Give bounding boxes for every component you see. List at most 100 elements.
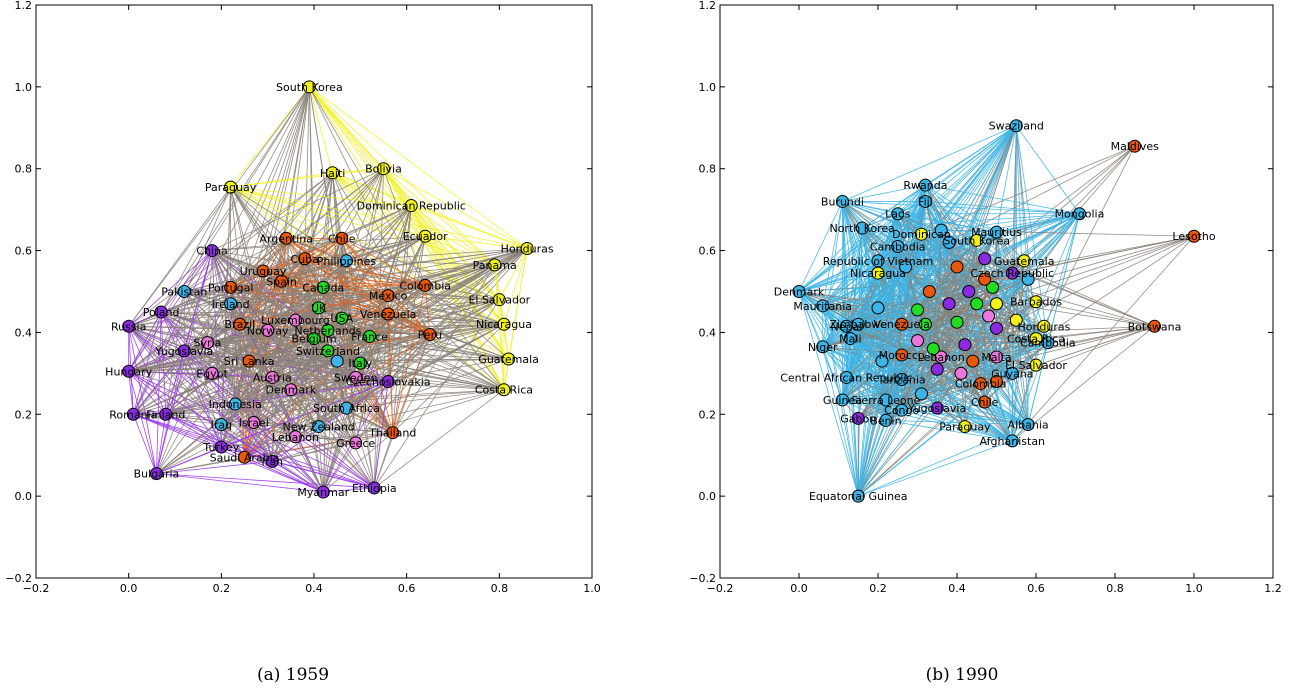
- node: [970, 297, 984, 311]
- edge: [885, 229, 942, 421]
- node: [1005, 266, 1019, 280]
- edge: [850, 338, 1029, 425]
- edge: [960, 325, 1155, 374]
- node: [1009, 119, 1023, 133]
- edge: [862, 227, 898, 247]
- node: [966, 354, 980, 368]
- edge: [917, 291, 930, 341]
- edge: [295, 320, 324, 493]
- edge: [861, 184, 926, 229]
- x-tick-label: 0.0: [790, 582, 808, 595]
- node: [497, 317, 511, 331]
- node-label: Zimbabwe: [829, 318, 887, 331]
- node: [418, 229, 432, 243]
- edge: [960, 279, 986, 374]
- edge: [842, 201, 1080, 215]
- node-label: Dominican: [892, 228, 951, 241]
- edge: [165, 413, 356, 444]
- node-label: Spain: [266, 275, 297, 288]
- edge: [901, 278, 1029, 380]
- edge: [387, 205, 412, 382]
- edge: [318, 307, 505, 325]
- node-label: South Korea: [276, 81, 343, 94]
- edge: [929, 260, 1025, 292]
- node: [321, 344, 335, 358]
- panel-1959: −0.2 0.0 0.2 0.4 0.6 0.8 1.0 −0.2 0.0 0.2 0.4 0.6 0.…: [5, 0, 600, 595]
- edge: [877, 307, 1048, 344]
- edge: [877, 278, 1029, 309]
- edge: [221, 424, 356, 444]
- edge: [230, 303, 319, 309]
- node: [911, 334, 924, 348]
- node: [381, 375, 395, 389]
- node: [1021, 418, 1035, 432]
- node: [855, 221, 869, 235]
- edge: [355, 236, 426, 378]
- edge: [221, 350, 329, 425]
- edge: [901, 258, 985, 380]
- edge: [842, 399, 859, 497]
- edge: [281, 237, 343, 282]
- node-label: Sri Lanka: [224, 355, 275, 368]
- edge: [842, 229, 942, 401]
- node: [154, 305, 168, 319]
- node: [942, 297, 956, 311]
- node: [875, 354, 889, 368]
- node-label: Peru: [418, 328, 443, 341]
- node: [353, 356, 367, 370]
- edge: [235, 403, 296, 438]
- node: [914, 387, 928, 401]
- edge: [1015, 320, 1029, 425]
- edge: [272, 460, 375, 489]
- node: [122, 319, 136, 333]
- y-tick-label: 1.0: [699, 81, 717, 94]
- y-tick-label: 1.2: [699, 0, 717, 12]
- node-label: Republic of Vietnam: [823, 255, 933, 268]
- edge: [156, 414, 167, 474]
- edge: [346, 260, 370, 337]
- edge: [267, 323, 504, 331]
- edge: [905, 266, 918, 311]
- edge: [798, 229, 942, 292]
- node-label: Swaziland: [989, 120, 1044, 133]
- edge: [996, 303, 1037, 366]
- node-label: Guatemala: [478, 353, 539, 366]
- edge: [857, 393, 922, 497]
- edge: [885, 420, 1013, 442]
- edge: [857, 278, 1029, 497]
- edge: [322, 350, 329, 493]
- x-tick-label: 0.0: [120, 582, 138, 595]
- edge: [160, 235, 426, 313]
- node-label: Benin: [870, 414, 901, 427]
- edge: [156, 460, 273, 475]
- node: [224, 297, 238, 311]
- edge: [972, 287, 993, 362]
- node: [930, 401, 944, 415]
- edge: [383, 168, 495, 266]
- edge: [901, 409, 1013, 442]
- edge: [248, 260, 347, 362]
- edge: [230, 86, 310, 188]
- edge: [183, 350, 222, 448]
- edge: [948, 242, 1013, 442]
- node: [256, 264, 270, 278]
- node-label: Afghanistan: [980, 435, 1046, 448]
- x-tick-label: −0.2: [23, 582, 50, 595]
- edge: [921, 145, 1135, 235]
- edge: [272, 360, 338, 378]
- edge: [941, 229, 1195, 237]
- x-tick-label: 0.4: [948, 582, 966, 595]
- y-tick-label: 0.8: [15, 163, 33, 176]
- node: [502, 352, 516, 366]
- node-label: Romania: [109, 408, 157, 421]
- node-label: Russia: [111, 320, 146, 333]
- node-label: Czech Republic: [970, 267, 1054, 280]
- edge: [1015, 319, 1037, 366]
- edge: [905, 229, 942, 268]
- y-tick-label: 0.6: [699, 245, 717, 258]
- node-label: Denmark: [266, 384, 317, 397]
- node: [265, 454, 279, 468]
- edge: [323, 487, 375, 493]
- edge: [346, 248, 528, 262]
